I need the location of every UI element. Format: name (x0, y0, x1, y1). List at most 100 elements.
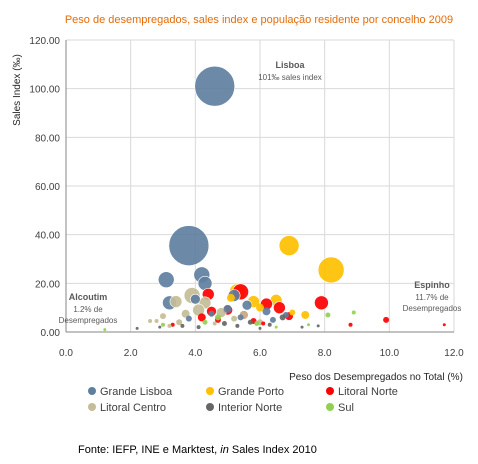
annotation-alcoutim: Alcoutim 1.2% de Desempregados (59, 292, 118, 325)
y-axis-label: Sales Index (‰) (12, 54, 23, 126)
legend-item: Grande Lisboa (88, 386, 173, 398)
bubble-point (223, 304, 232, 313)
bubble-point (176, 319, 183, 326)
bubble-point (254, 320, 260, 326)
x-tick-label: 12.0 (444, 348, 464, 359)
legend-item: Litoral Norte (326, 386, 398, 398)
bubble-point (247, 319, 253, 325)
x-tick-label: 10.0 (380, 348, 400, 359)
bubble-point (274, 325, 278, 329)
bubble-point (202, 319, 208, 325)
bubble-point (241, 299, 253, 311)
annotations: Lisboa 101‰ sales index Alcoutim 1.2% de Des… (59, 60, 462, 325)
legend-label: Interior Norte (218, 402, 282, 414)
bubble-point (196, 325, 201, 330)
bubble-point (214, 314, 221, 321)
bubble-point (194, 65, 236, 107)
y-tick-label: 0.00 (41, 328, 61, 339)
annotation-title: Espinho (414, 280, 450, 290)
legend-marker (326, 387, 334, 395)
bubble-point (351, 310, 356, 315)
annotation-lisboa: Lisboa 101‰ sales index (258, 60, 322, 82)
axes: 0.0 2.0 4.0 6.0 8.0 10.0 12.0 0.00 20.00 40.00 60.… (29, 36, 464, 359)
bubble-point (190, 293, 201, 305)
source-note: Fonte: IEFP, INE e Marktest, in Sales In… (78, 444, 317, 456)
annotation-text: 11.7% de (415, 293, 449, 302)
x-axis-label: Peso dos Desempregados no Total (%) (289, 372, 463, 383)
grid (65, 39, 455, 333)
bubble-point (348, 322, 353, 327)
legend-label: Litoral Centro (100, 402, 166, 414)
legend-marker (88, 403, 96, 411)
x-tick-label: 8.0 (318, 348, 332, 359)
bubble-point (278, 235, 300, 256)
y-tick-label: 20.00 (35, 279, 60, 290)
annotation-title: Alcoutim (69, 292, 108, 302)
legend-label: Sul (338, 402, 354, 414)
legend-label: Litoral Norte (338, 386, 398, 398)
y-tick-label: 80.00 (35, 133, 60, 144)
bubble-point (185, 315, 192, 322)
y-tick-label: 40.00 (35, 231, 60, 242)
bubble-point (289, 309, 296, 316)
bubble-point (160, 313, 166, 320)
bubble-point (170, 322, 175, 327)
bubble-point (256, 303, 264, 312)
legend-item: Interior Norte (206, 402, 282, 414)
legend-marker (206, 387, 214, 395)
y-tick-label: 60.00 (35, 182, 60, 193)
bubble-point (135, 326, 139, 330)
bubble-point (208, 310, 215, 317)
legend-marker (326, 403, 334, 411)
bubble-point (314, 295, 329, 311)
legend-item: Grande Porto (206, 386, 284, 398)
bubble-point (221, 320, 227, 326)
annotation-text: Desempregados (403, 304, 462, 313)
annotation-title: Lisboa (275, 60, 305, 70)
x-tick-label: 4.0 (188, 348, 202, 359)
bubble-point (168, 225, 210, 266)
annotation-espinho: Espinho 11.7% de Desempregados (403, 280, 462, 313)
bubble-point (269, 316, 276, 323)
bubble-point (383, 316, 390, 323)
legend-marker (206, 403, 214, 411)
bubble-point (273, 301, 286, 314)
bubble-point (267, 322, 272, 327)
bubble-point (181, 309, 190, 318)
bubble-point (307, 323, 310, 327)
bubble-point (212, 321, 217, 326)
bubble-point (237, 314, 244, 321)
bubble-point (261, 321, 266, 326)
bubble-point (158, 325, 162, 329)
bubble-point (442, 323, 446, 327)
bubble-point (154, 319, 159, 324)
x-tick-label: 0.0 (59, 348, 73, 359)
legend-label: Grande Porto (218, 386, 284, 398)
bubble-point (235, 323, 240, 328)
bubble-point (161, 322, 165, 327)
bubble-point (317, 256, 345, 284)
bubble-point (316, 324, 320, 328)
bubble-point (258, 326, 262, 330)
legend-marker (88, 387, 96, 395)
bubble-point (301, 310, 310, 319)
bubble-point (279, 314, 286, 321)
annotation-text: Desempregados (59, 316, 118, 325)
bubble-point (167, 323, 172, 328)
bubble-point (197, 313, 206, 322)
y-tick-label: 100.00 (29, 85, 60, 96)
bubble-point (157, 271, 175, 288)
bubble-point (180, 323, 185, 328)
legend-item: Litoral Centro (88, 402, 166, 414)
bubble-point (300, 325, 304, 329)
bubble-point (103, 328, 107, 332)
y-tick-label: 120.00 (29, 36, 60, 47)
legend: Grande Lisboa Grande Porto Litoral Norte Li… (88, 386, 398, 414)
legend-item: Sul (326, 402, 354, 414)
annotation-text: 101‰ sales index (258, 73, 322, 82)
bubble-point (169, 295, 183, 308)
bubble-point (148, 319, 153, 324)
bubble-point (262, 307, 271, 316)
